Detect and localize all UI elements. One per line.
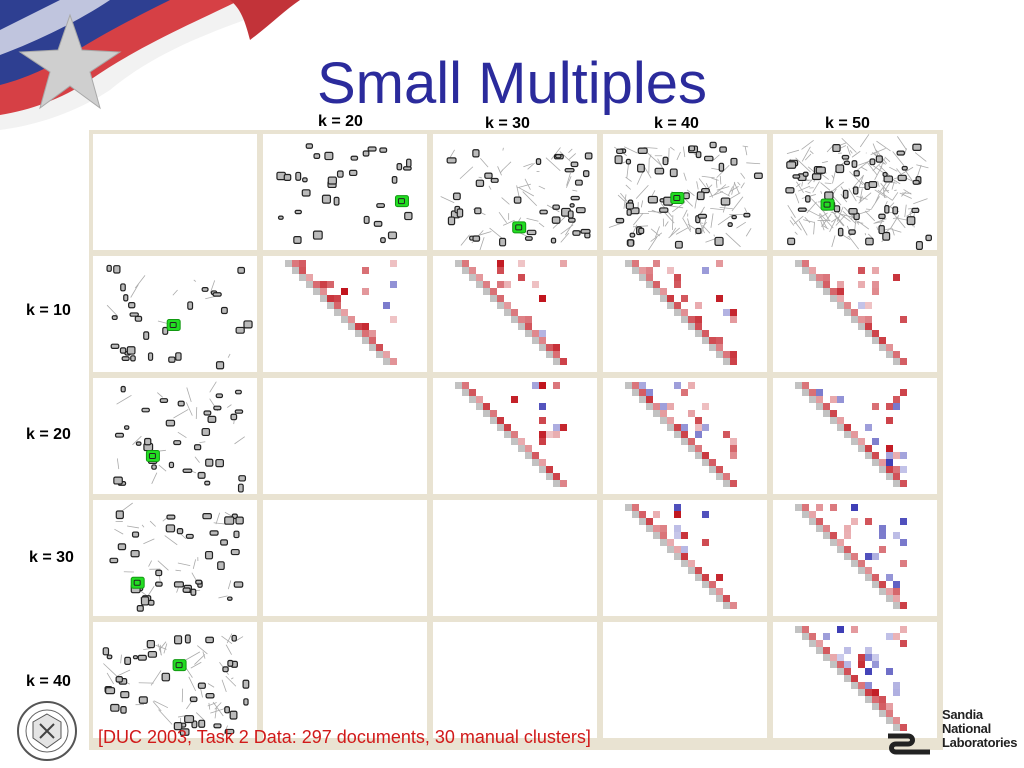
sandia-wordmark: Sandia National Laboratories bbox=[942, 708, 1017, 750]
row-label-k30: k = 30 bbox=[29, 549, 74, 566]
row-graph-k20 bbox=[93, 378, 257, 494]
matrix-k30-vs-k40 bbox=[603, 500, 767, 616]
cluster-graph-marks bbox=[109, 502, 244, 612]
matrix-k20-vs-k30 bbox=[433, 378, 597, 494]
matrix-k10-vs-k30 bbox=[433, 256, 597, 372]
row-label-k40: k = 40 bbox=[26, 673, 71, 690]
empty-cell bbox=[433, 622, 597, 738]
matrix-k10-vs-k40 bbox=[603, 256, 767, 372]
row-graph-k10 bbox=[93, 256, 257, 372]
matrix-k20-vs-k50 bbox=[773, 378, 937, 494]
column-label-k30: k = 30 bbox=[485, 115, 530, 132]
empty-cell bbox=[263, 500, 427, 616]
column-graph-k20 bbox=[263, 134, 427, 250]
matrix-k10-vs-k50 bbox=[773, 256, 937, 372]
comparison-matrix-marks bbox=[455, 260, 567, 365]
matrix-k30-vs-k50 bbox=[773, 500, 937, 616]
cluster-graph-marks bbox=[113, 381, 247, 493]
comparison-matrix-marks bbox=[795, 626, 907, 731]
comparison-matrix-marks bbox=[625, 260, 737, 365]
cluster-graph-marks bbox=[276, 143, 413, 244]
empty-cell bbox=[433, 500, 597, 616]
column-label-k20: k = 20 bbox=[318, 113, 363, 130]
comparison-matrix-marks bbox=[625, 382, 737, 487]
row-label-k20: k = 20 bbox=[26, 426, 71, 443]
comparison-matrix-marks bbox=[455, 382, 567, 487]
matrix-k40-vs-k50 bbox=[773, 622, 937, 738]
empty-cell bbox=[263, 622, 427, 738]
comparison-matrix-marks bbox=[795, 382, 907, 487]
matrix-k10-vs-k20 bbox=[263, 256, 427, 372]
cluster-graph-marks bbox=[608, 141, 763, 250]
flag-star-banner bbox=[0, 0, 300, 130]
sandia-line-1: Sandia bbox=[942, 707, 983, 722]
cluster-graph-marks bbox=[785, 134, 932, 250]
empty-corner-cell bbox=[93, 134, 257, 250]
comparison-matrix-marks bbox=[625, 504, 737, 609]
cluster-graph-marks bbox=[440, 147, 593, 250]
small-multiples-grid bbox=[89, 130, 943, 750]
column-graph-k50 bbox=[773, 134, 937, 250]
empty-cell bbox=[603, 622, 767, 738]
row-graph-k40 bbox=[93, 622, 257, 738]
sandia-logo-icon bbox=[888, 733, 930, 755]
slide-title: Small Multiples bbox=[317, 51, 707, 116]
column-label-k50: k = 50 bbox=[825, 115, 870, 132]
sandia-line-3: Laboratories bbox=[942, 735, 1018, 750]
row-graph-k30 bbox=[93, 500, 257, 616]
matrix-k20-vs-k40 bbox=[603, 378, 767, 494]
cluster-graph-marks bbox=[106, 264, 253, 370]
comparison-matrix-marks bbox=[795, 260, 907, 365]
column-graph-k30 bbox=[433, 134, 597, 250]
comparison-matrix-marks bbox=[285, 260, 397, 365]
cluster-graph-marks bbox=[102, 633, 250, 738]
column-graph-k40 bbox=[603, 134, 767, 250]
doe-seal-icon bbox=[17, 701, 77, 761]
data-caption: [DUC 2003, Task 2 Data: 297 documents, 3… bbox=[98, 727, 591, 747]
row-label-k10: k = 10 bbox=[26, 302, 71, 319]
comparison-matrix-marks bbox=[795, 504, 907, 609]
column-label-k40: k = 40 bbox=[654, 115, 699, 132]
sandia-line-2: National bbox=[942, 721, 991, 736]
empty-cell bbox=[263, 378, 427, 494]
